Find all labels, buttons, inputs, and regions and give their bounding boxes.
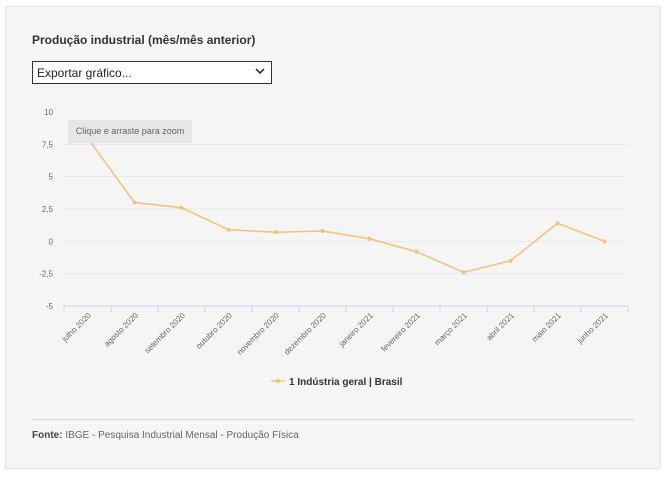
x-tick-label: março 2021	[433, 311, 470, 348]
data-point	[602, 239, 607, 244]
x-tick-label: julho 2020	[60, 311, 94, 345]
chart-title: Produção industrial (mês/mês anterior)	[32, 33, 256, 47]
chevron-down-icon	[254, 65, 266, 80]
data-point	[273, 230, 278, 235]
x-tick-label: novembro 2020	[235, 311, 281, 357]
data-point	[367, 236, 372, 241]
x-tick-label: junho 2021	[575, 311, 610, 346]
x-tick-label: maio 2021	[530, 311, 563, 344]
x-axis: julho 2020 agosto 2020 setembro 2020 outubr…	[60, 305, 629, 357]
source-note: Fonte: IBGE - Pesquisa Industrial Mensal…	[32, 430, 299, 441]
x-tick-label: dezembro 2020	[282, 311, 328, 357]
divider	[32, 419, 634, 420]
y-tick-label: 10	[44, 108, 53, 117]
data-point	[508, 258, 513, 263]
x-tick-label: outubro 2020	[194, 311, 234, 351]
chart-plot	[85, 135, 607, 275]
export-select[interactable]: Exportar gráfico...	[32, 61, 272, 84]
y-axis-labels: 10 7,5 5 2,5 0 -2,5 -5	[39, 108, 53, 311]
data-point	[461, 270, 466, 275]
legend-series-marker	[276, 379, 280, 383]
legend-series-label[interactable]: 1 Indústria geral | Brasil	[289, 377, 403, 388]
y-tick-label: 7,5	[42, 140, 54, 149]
source-text: IBGE - Pesquisa Industrial Mensal - Prod…	[65, 430, 299, 441]
data-point	[414, 249, 419, 254]
series-line	[86, 137, 605, 274]
data-point	[320, 228, 325, 233]
y-tick-label: 2,5	[42, 205, 54, 214]
zoom-hint: Clique e arraste para zoom	[68, 120, 192, 143]
data-point	[226, 227, 231, 232]
data-point	[132, 200, 137, 205]
export-select-label: Exportar gráfico...	[37, 66, 132, 80]
x-tick-label: setembro 2020	[143, 311, 187, 355]
data-point	[555, 221, 560, 226]
y-tick-label: -2,5	[39, 270, 53, 279]
y-tick-label: -5	[46, 302, 54, 311]
x-tick-label: fevereiro 2021	[379, 311, 422, 354]
chart-legend[interactable]: 1 Indústria geral | Brasil	[271, 377, 403, 388]
y-tick-label: 0	[49, 237, 54, 246]
x-tick-label: abril 2021	[485, 311, 517, 343]
data-point	[179, 205, 184, 210]
source-label: Fonte:	[32, 430, 63, 441]
y-tick-label: 5	[49, 173, 54, 182]
x-tick-label: agosto 2020	[102, 311, 140, 349]
x-tick-label: janeiro 2021	[337, 311, 376, 350]
